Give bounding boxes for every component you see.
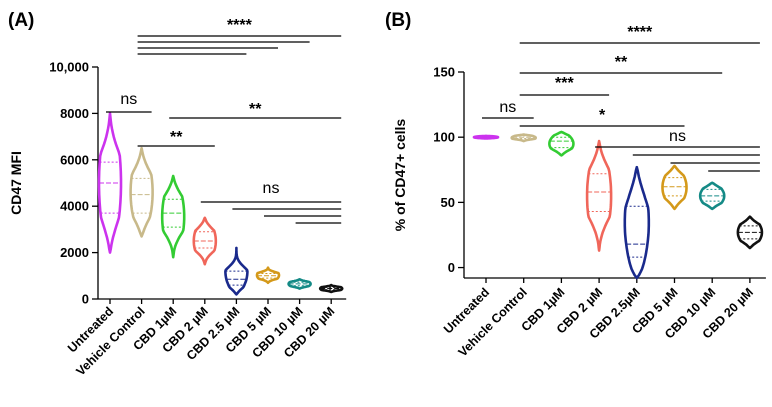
panel-b-y-tick-label: 0 xyxy=(448,260,455,275)
panel-b-violin xyxy=(661,164,688,211)
panel-a-violin xyxy=(129,146,154,238)
panel-a-y-tick-label: 0 xyxy=(82,292,89,307)
panel-b-violin xyxy=(548,130,575,157)
panel-a-y-tick-label: 2000 xyxy=(60,245,89,260)
panel-b-significance-label: ns xyxy=(499,99,516,116)
panel-b-violin xyxy=(623,165,651,280)
panel-b-significance-label: ns xyxy=(669,128,686,145)
panel-b-significance-label: ** xyxy=(615,54,628,71)
panel-b-violin xyxy=(585,139,613,252)
panel-a-violin xyxy=(97,112,123,254)
panel-a-significance-label: ** xyxy=(249,101,262,118)
panel-a: (A) CD47 MFI 0200040006000800010,000Untr… xyxy=(8,10,347,378)
panel-b-y-tick-label: 100 xyxy=(433,130,455,145)
panel-b-x-tick-label: Vehicle Control xyxy=(456,285,530,359)
panel-a-violin xyxy=(255,266,281,285)
panel-b-violin xyxy=(698,181,726,211)
panel-b-y-tick-label: 50 xyxy=(441,195,455,210)
panel-a-y-tick-label: 8000 xyxy=(60,106,89,121)
panel-a-y-tick-label: 6000 xyxy=(60,152,89,167)
panel-a-significance-label: ns xyxy=(263,180,280,197)
panel-b-violin xyxy=(736,215,764,250)
panel-b: (B) % of CD47+ cells 050100150UntreatedV… xyxy=(385,10,766,359)
panel-b-y-axis-label: % of CD47+ cells xyxy=(392,119,408,232)
panel-a-significance-label: ns xyxy=(120,91,137,108)
panel-a-significance-label: ** xyxy=(170,129,183,146)
panel-a-significance-label: **** xyxy=(227,17,253,34)
panel-a-y-tick-label: 4000 xyxy=(60,199,89,214)
panel-a-y-tick-label: 10,000 xyxy=(49,60,89,75)
panel-a-y-axis-label: CD47 MFI xyxy=(8,151,24,215)
panel-b-y-tick-label: 150 xyxy=(433,65,455,80)
panel-b-label: (B) xyxy=(385,10,411,31)
panel-a-violin xyxy=(224,246,249,296)
panel-a-label: (A) xyxy=(8,10,34,31)
panel-b-violin xyxy=(510,133,537,143)
panel-a-violin xyxy=(160,174,186,259)
panel-b-significance-label: * xyxy=(599,107,606,124)
panel-a-violin xyxy=(192,216,218,266)
panel-b-significance-label: *** xyxy=(555,75,574,92)
panel-b-significance-label: **** xyxy=(627,24,653,41)
